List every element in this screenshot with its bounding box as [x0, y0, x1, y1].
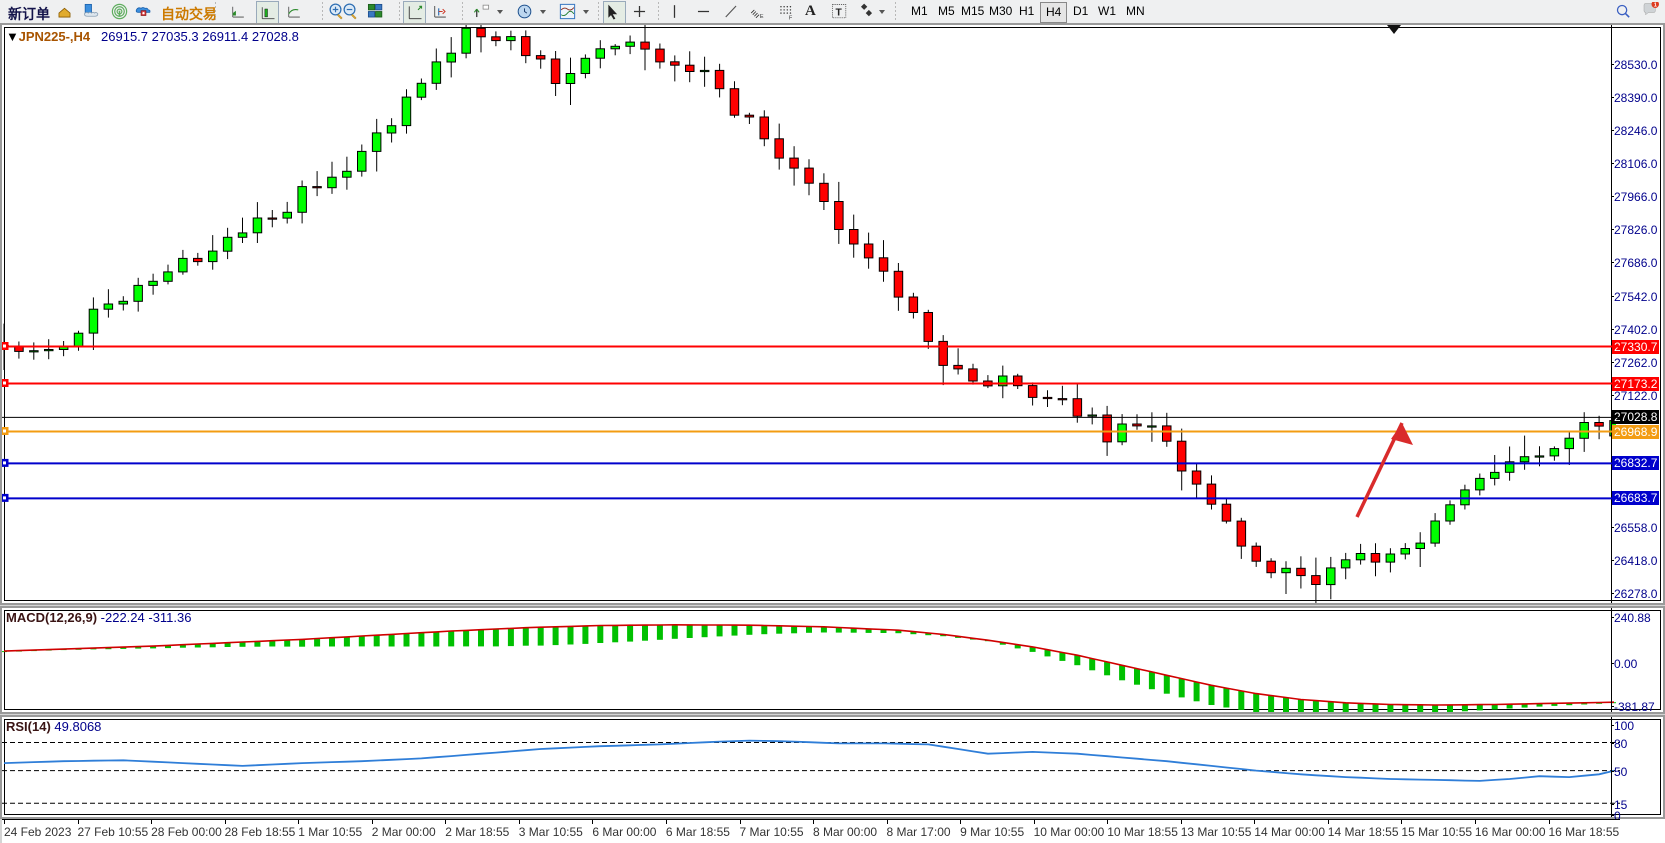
svg-text:E: E [760, 14, 764, 20]
svg-text:F: F [789, 15, 793, 21]
svg-text:1: 1 [1654, 3, 1657, 9]
svg-text:T: T [836, 7, 843, 18]
